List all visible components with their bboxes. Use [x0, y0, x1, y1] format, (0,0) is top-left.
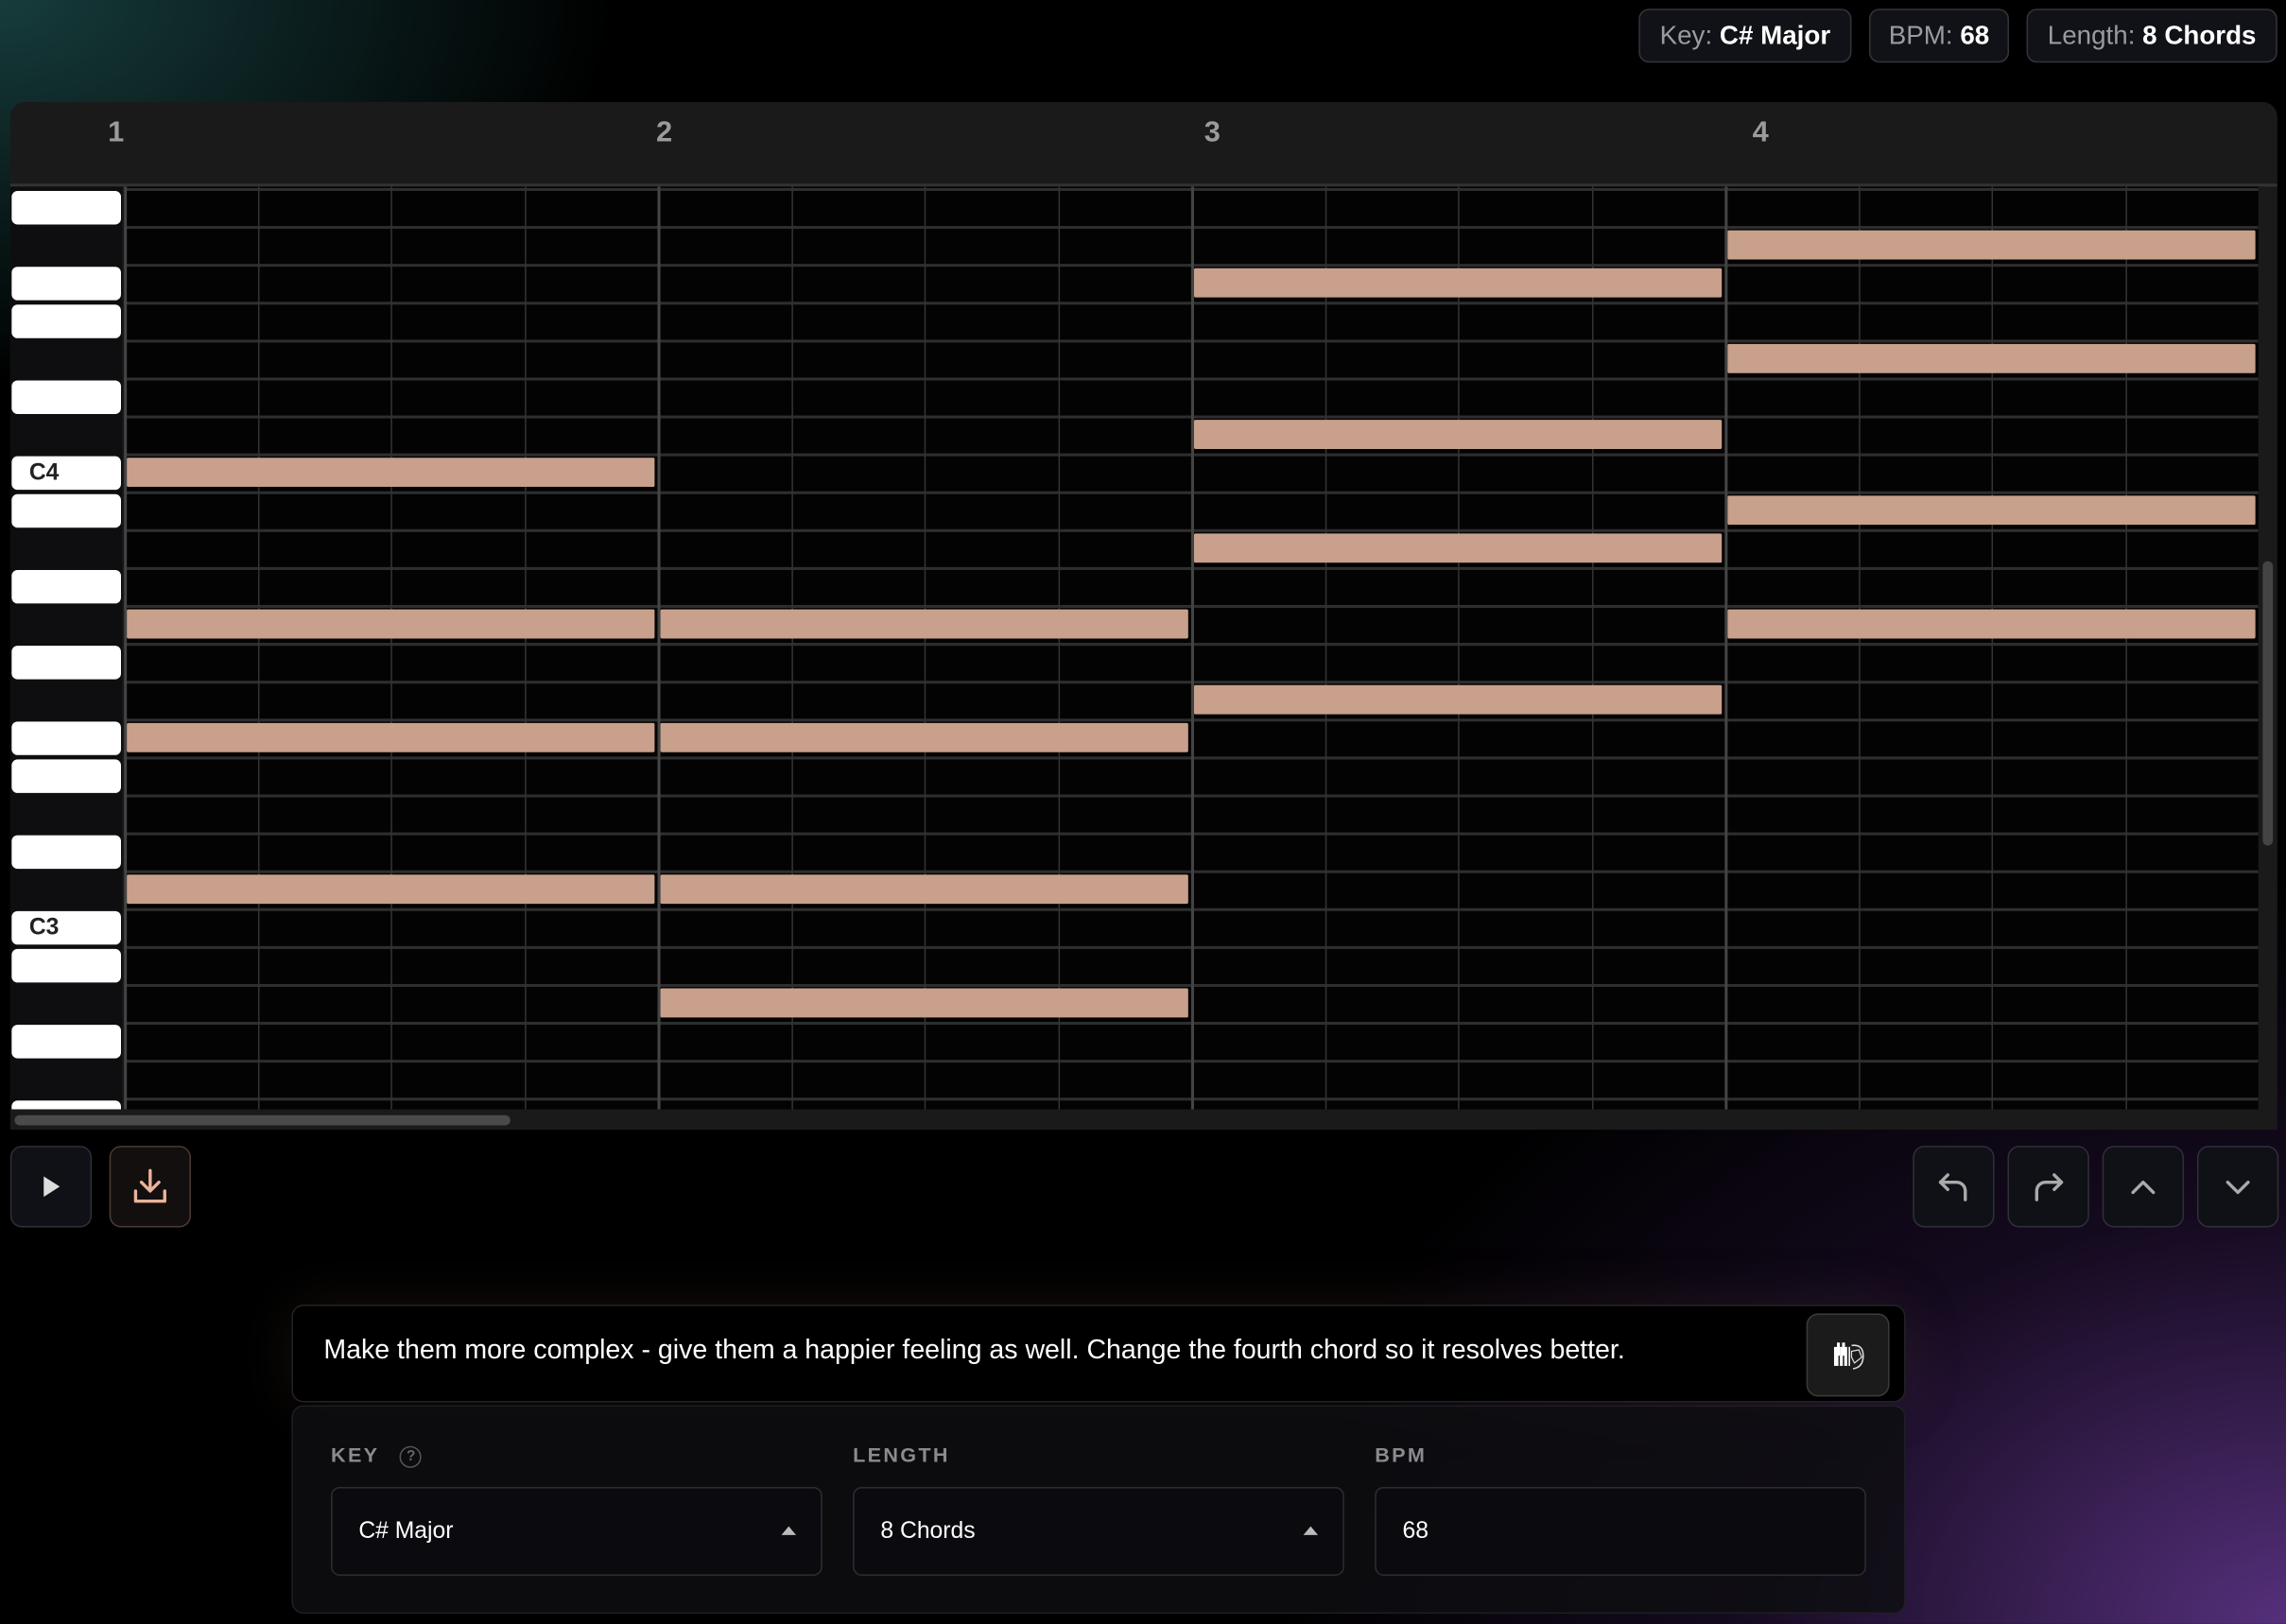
- note-c#4-bar-3[interactable]: [1193, 420, 1723, 449]
- settings-panel: KEY ? LENGTH BPM C# Major 8 Chords 68: [291, 1405, 1906, 1615]
- caret-up-icon: [1303, 1526, 1319, 1535]
- beat-line: [1991, 186, 1994, 1110]
- length-badge-value: 8 Chords: [2142, 20, 2257, 50]
- length-select-value: 8 Chords: [880, 1518, 976, 1545]
- piano-key-c4[interactable]: C4: [11, 456, 121, 491]
- key-badge-label: Key:: [1659, 20, 1713, 50]
- length-select[interactable]: 8 Chords: [853, 1486, 1344, 1577]
- piano-key-b3[interactable]: [11, 493, 121, 528]
- move-up-button[interactable]: [2102, 1146, 2185, 1228]
- move-down-button[interactable]: [2196, 1146, 2279, 1228]
- piano-key-d4[interactable]: [11, 380, 121, 414]
- length-badge-label: Length:: [2047, 20, 2136, 50]
- note-f#4-bar-4[interactable]: [1727, 230, 2256, 260]
- redo-button[interactable]: [2007, 1146, 2089, 1228]
- bar-line: [1190, 186, 1194, 1110]
- piano-roll[interactable]: 1 2 3 4 C4 C3: [9, 101, 2277, 1131]
- piano-brain-icon: [1833, 1341, 1863, 1370]
- bpm-input[interactable]: 68: [1375, 1486, 1866, 1577]
- beat-line: [924, 186, 927, 1110]
- note-f3-bar-1[interactable]: [127, 722, 655, 752]
- piano-keyboard[interactable]: C4 C3: [9, 186, 123, 1110]
- piano-key-b2[interactable]: [11, 948, 121, 983]
- beat-line: [790, 186, 793, 1110]
- key-label: KEY ?: [331, 1443, 423, 1468]
- redo-icon: [2035, 1173, 2064, 1201]
- note-f4-bar-3[interactable]: [1193, 268, 1723, 298]
- key-badge-value: C# Major: [1719, 20, 1831, 50]
- download-icon: [133, 1168, 166, 1203]
- play-button[interactable]: [9, 1146, 93, 1228]
- beat-line: [2124, 186, 2127, 1110]
- beat-line: [1057, 186, 1060, 1110]
- note-f3-bar-2[interactable]: [660, 722, 1188, 752]
- beat-line: [1858, 186, 1860, 1110]
- length-badge: Length: 8 Chords: [2026, 9, 2277, 63]
- piano-key-f4[interactable]: [11, 267, 121, 301]
- bpm-input-value: 68: [1402, 1518, 1429, 1545]
- note-g#3-bar-2[interactable]: [660, 609, 1188, 639]
- bar-number: 3: [1204, 116, 1221, 149]
- note-f#3-bar-3[interactable]: [1193, 684, 1723, 715]
- key-badge: Key: C# Major: [1638, 9, 1852, 63]
- note-a#2-bar-2[interactable]: [660, 988, 1188, 1018]
- piano-key-g2[interactable]: [11, 1100, 121, 1110]
- note-g#3-bar-1[interactable]: [127, 609, 655, 639]
- key-select[interactable]: C# Major: [331, 1486, 823, 1577]
- piano-key-g3[interactable]: [11, 646, 121, 680]
- bar-line: [1724, 186, 1728, 1110]
- bar-number: 1: [108, 116, 125, 149]
- bar-number: 4: [1752, 116, 1769, 149]
- piano-key-g4[interactable]: [11, 191, 121, 225]
- horizontal-scrollbar[interactable]: [14, 1114, 511, 1126]
- play-icon: [43, 1176, 61, 1198]
- piano-key-d3[interactable]: [11, 835, 121, 870]
- bpm-badge-label: BPM:: [1888, 20, 1953, 50]
- key-select-value: C# Major: [358, 1518, 454, 1545]
- note-d#4-bar-4[interactable]: [1727, 343, 2256, 373]
- bpm-badge-value: 68: [1960, 20, 1990, 50]
- help-icon[interactable]: ?: [400, 1445, 423, 1468]
- note-g#3-bar-4[interactable]: [1727, 609, 2256, 639]
- note-c#3-bar-1[interactable]: [127, 874, 655, 905]
- piano-key-f3[interactable]: [11, 721, 121, 755]
- beat-line: [524, 186, 526, 1110]
- header-divider: [9, 183, 2277, 187]
- note-c#3-bar-2[interactable]: [660, 874, 1188, 905]
- note-a#3-bar-3[interactable]: [1193, 533, 1723, 563]
- note-b3-bar-4[interactable]: [1727, 495, 2256, 526]
- bar-line: [124, 186, 128, 1110]
- beat-line: [1458, 186, 1460, 1110]
- download-button[interactable]: [109, 1146, 192, 1228]
- generate-button[interactable]: [1806, 1313, 1890, 1397]
- chevron-up-icon: [2131, 1180, 2156, 1195]
- beat-line: [1324, 186, 1326, 1110]
- prompt-input[interactable]: Make them more complex - give them a hap…: [323, 1334, 1625, 1365]
- chevron-down-icon: [2225, 1180, 2250, 1195]
- beat-line: [390, 186, 392, 1110]
- bar-line: [657, 186, 661, 1110]
- vertical-scrollbar[interactable]: [2262, 561, 2274, 846]
- piano-key-a2[interactable]: [11, 1025, 121, 1059]
- piano-key-a3[interactable]: [11, 569, 121, 604]
- note-grid[interactable]: [124, 186, 2259, 1110]
- beat-line: [257, 186, 259, 1110]
- bpm-badge: BPM: 68: [1868, 9, 2010, 63]
- note-c4-bar-1[interactable]: [127, 458, 655, 488]
- beat-line: [1591, 186, 1593, 1110]
- piano-key-c3[interactable]: C3: [11, 910, 121, 945]
- caret-up-icon: [781, 1526, 796, 1535]
- piano-key-e3[interactable]: [11, 759, 121, 793]
- prompt-box[interactable]: Make them more complex - give them a hap…: [291, 1304, 1906, 1403]
- length-label: LENGTH: [853, 1443, 950, 1467]
- bpm-label: BPM: [1375, 1443, 1428, 1467]
- piano-key-e4[interactable]: [11, 304, 121, 338]
- undo-button[interactable]: [1913, 1146, 1995, 1228]
- undo-icon: [1938, 1173, 1967, 1201]
- bar-number: 2: [655, 116, 673, 149]
